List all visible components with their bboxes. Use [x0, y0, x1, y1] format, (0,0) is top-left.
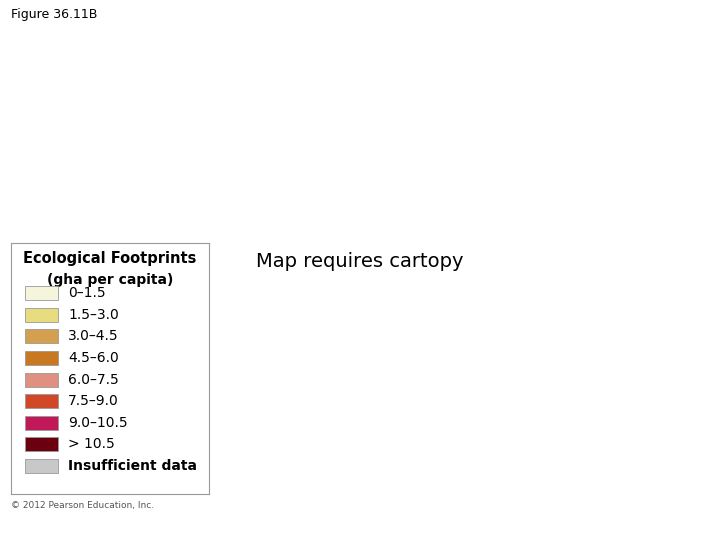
Text: Ecological Footprints: Ecological Footprints: [23, 251, 197, 266]
Text: 7.5–9.0: 7.5–9.0: [68, 394, 119, 408]
Text: Figure 36.11B: Figure 36.11B: [11, 8, 97, 21]
Text: 3.0–4.5: 3.0–4.5: [68, 329, 119, 343]
FancyBboxPatch shape: [24, 373, 58, 387]
Text: (gha per capita): (gha per capita): [47, 273, 173, 287]
Text: 4.5–6.0: 4.5–6.0: [68, 351, 119, 365]
FancyBboxPatch shape: [24, 459, 58, 473]
Text: 6.0–7.5: 6.0–7.5: [68, 373, 119, 387]
FancyBboxPatch shape: [24, 286, 58, 300]
FancyBboxPatch shape: [24, 329, 58, 343]
FancyBboxPatch shape: [24, 437, 58, 451]
Text: > 10.5: > 10.5: [68, 437, 115, 451]
Text: 0–1.5: 0–1.5: [68, 286, 106, 300]
Text: 9.0–10.5: 9.0–10.5: [68, 416, 128, 430]
Text: Map requires cartopy: Map requires cartopy: [256, 252, 464, 272]
FancyBboxPatch shape: [24, 308, 58, 322]
Text: © 2012 Pearson Education, Inc.: © 2012 Pearson Education, Inc.: [11, 501, 154, 510]
Text: Insufficient data: Insufficient data: [68, 459, 197, 473]
Text: 1.5–3.0: 1.5–3.0: [68, 308, 119, 322]
FancyBboxPatch shape: [24, 394, 58, 408]
FancyBboxPatch shape: [24, 416, 58, 430]
FancyBboxPatch shape: [24, 351, 58, 365]
